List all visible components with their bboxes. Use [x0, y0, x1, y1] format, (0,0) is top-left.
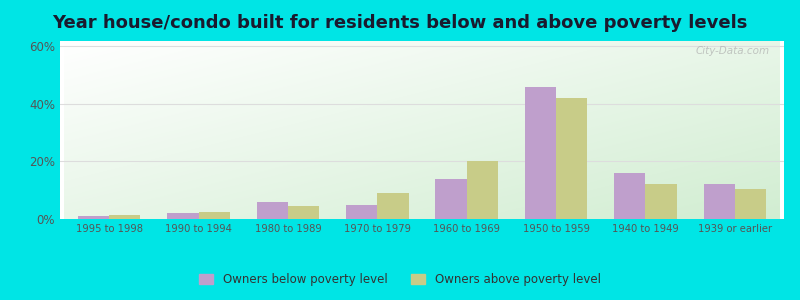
Bar: [614, 173, 646, 219]
Bar: [167, 213, 198, 219]
Text: Year house/condo built for residents below and above poverty levels: Year house/condo built for residents bel…: [52, 14, 748, 32]
Bar: [556, 98, 587, 219]
Bar: [198, 212, 230, 219]
Bar: [435, 179, 466, 219]
Legend: Owners below poverty level, Owners above poverty level: Owners below poverty level, Owners above…: [194, 269, 606, 291]
Bar: [257, 202, 288, 219]
Bar: [288, 206, 319, 219]
Text: City-Data.com: City-Data.com: [695, 46, 770, 56]
Bar: [703, 184, 735, 219]
Bar: [466, 161, 498, 219]
Bar: [78, 216, 109, 219]
Bar: [525, 87, 556, 219]
Bar: [378, 193, 409, 219]
Bar: [109, 215, 141, 219]
Bar: [735, 189, 766, 219]
Bar: [346, 205, 378, 219]
Bar: [646, 184, 677, 219]
